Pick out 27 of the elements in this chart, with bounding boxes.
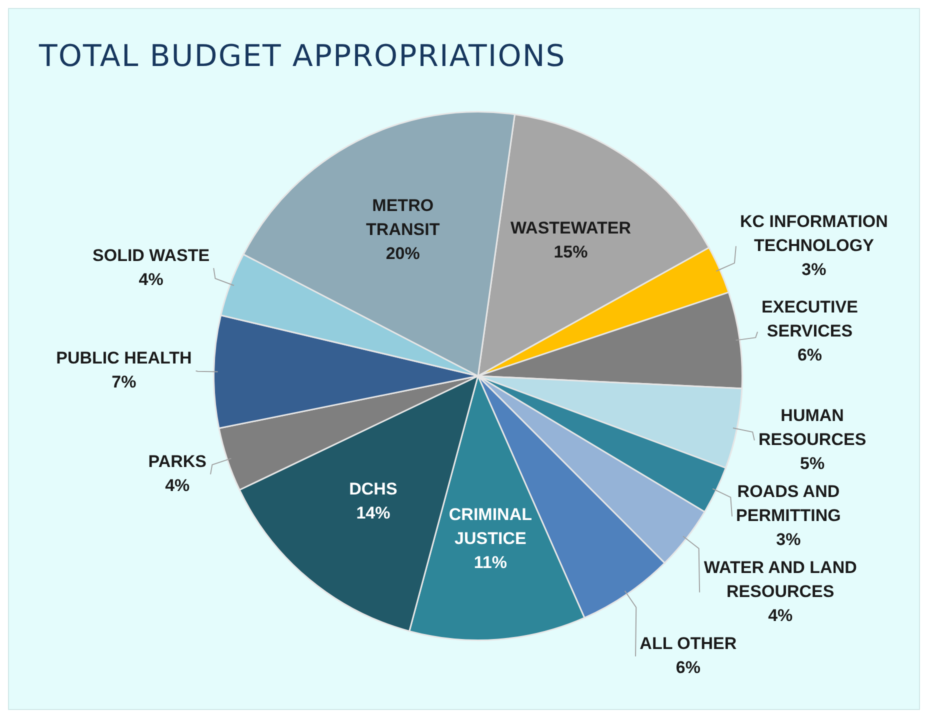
slice-label: WASTEWATER [510,218,632,238]
data-label: 4% [138,270,164,289]
slice-label: DCHS [349,480,398,499]
data-label: 7% [112,372,136,392]
slice-label: EXECUTIVE SERVICES [762,297,858,340]
data-label: 15% [554,242,588,262]
chart-title: TOTAL BUDGET APPROPRIATIONS [39,39,566,74]
slice-label: METRO TRANSIT [366,196,440,240]
data-label: 14% [356,504,390,523]
data-label: 6% [797,345,822,364]
slice-label: PUBLIC HEALTH [56,348,192,368]
slice-label: PARKS [148,452,206,471]
data-label: 3% [802,260,826,279]
data-label: 11% [474,553,507,572]
slice-label: KC INFORMATION TECHNOLOGY [740,212,888,255]
slice-label: SOLID WASTE [92,246,210,265]
data-label: 20% [386,244,420,264]
data-label: 4% [768,606,793,626]
slice-label: HUMAN RESOURCES [758,406,866,450]
slice-label: ROADS AND PERMITTING [736,482,841,526]
slice-label: CRIMINAL JUSTICE [448,505,532,548]
data-label: 3% [776,530,801,550]
data-label: 4% [165,476,190,495]
slice-label: ALL OTHER [640,634,737,654]
slice-label: WATER AND LAND RESOURCES [704,558,857,602]
data-label: 5% [800,454,825,474]
data-label: 6% [676,658,700,678]
